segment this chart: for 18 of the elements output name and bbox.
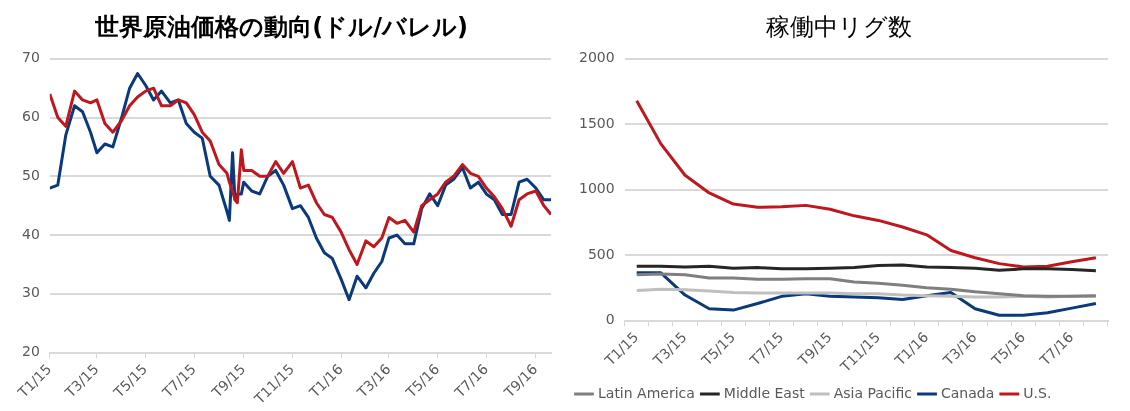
y-tick-label: 500 <box>587 245 615 262</box>
y-tick-label: 60 <box>21 108 40 125</box>
y-tick-label: 70 <box>21 49 40 66</box>
legend-label: U.S. <box>1023 384 1052 401</box>
y-tick-label: 2000 <box>578 49 615 66</box>
y-tick-label: 20 <box>21 343 40 360</box>
legend-label: Middle East <box>723 384 806 401</box>
y-tick-label: 0 <box>605 311 615 328</box>
legend-label: Canada <box>941 384 995 401</box>
legend-label: Latin America <box>598 384 695 401</box>
y-tick-label: 1500 <box>578 114 615 131</box>
chart-title: 稼働中リグ数 <box>765 12 912 41</box>
y-tick-label: 50 <box>21 166 40 183</box>
y-tick-label: 1000 <box>578 180 615 197</box>
y-tick-label: 30 <box>21 284 40 301</box>
y-tick-label: 40 <box>21 225 40 242</box>
legend-label: Asia Pacific <box>833 384 913 401</box>
chart-title: 世界原油価格の動向(ドル/バレル) <box>94 12 468 41</box>
